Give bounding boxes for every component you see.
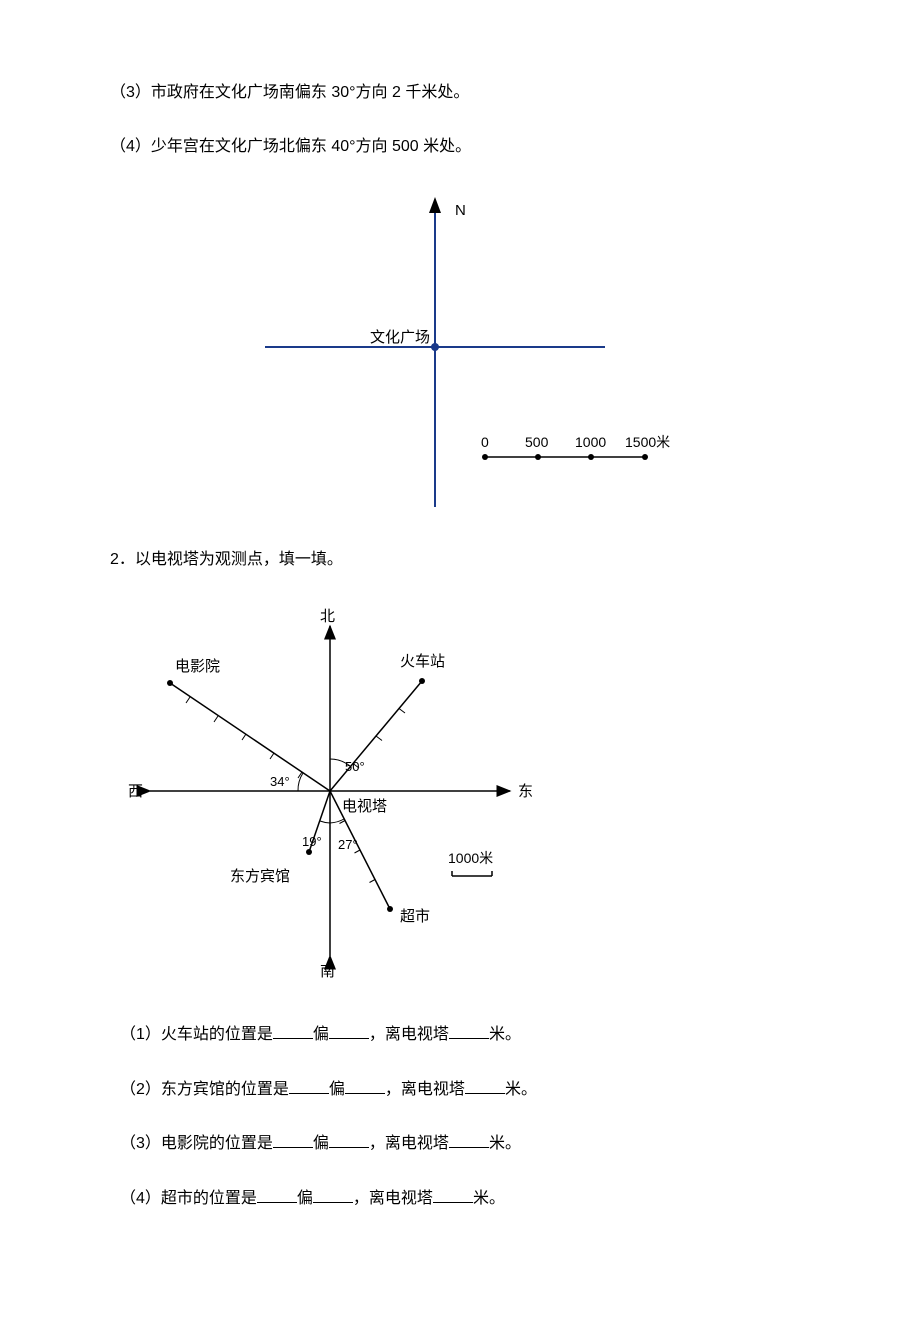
question-2-2: （2）东方宾馆的位置是 偏 ，离电视塔 米。 bbox=[120, 1076, 820, 1105]
problem-4-text: （4）少年宫在文化广场北偏东 40°方向 500 米处。 bbox=[110, 134, 820, 160]
cinema-label: 电影院 bbox=[175, 657, 220, 675]
scale-label-2: 1000米 bbox=[448, 850, 493, 866]
question-2-4: （4）超市的位置是 偏 ，离电视塔 米。 bbox=[120, 1185, 820, 1214]
q2-4-end2: 米。 bbox=[473, 1190, 505, 1207]
angle-50: 50° bbox=[345, 759, 365, 774]
q2-3-end1: ，离电视塔 bbox=[369, 1135, 449, 1152]
q2-2-pre: （2）东方宾馆的位置是 bbox=[120, 1081, 289, 1098]
culture-square-label: 文化广场 bbox=[370, 329, 430, 346]
blank bbox=[289, 1076, 329, 1094]
question-2-1: （1）火车站的位置是 偏 ，离电视塔 米。 bbox=[120, 1021, 820, 1050]
diagram-culture-square: N 文化广场 0 500 1000 1500米 bbox=[225, 187, 705, 507]
blank bbox=[273, 1021, 313, 1039]
scale-500: 500 bbox=[525, 434, 549, 450]
question-2-3: （3）电影院的位置是 偏 ，离电视塔 米。 bbox=[120, 1130, 820, 1159]
question-2-intro: 2．以电视塔为观测点，填一填。 bbox=[110, 547, 820, 573]
angle-34: 34° bbox=[270, 774, 290, 789]
q2-4-pre: （4）超市的位置是 bbox=[120, 1190, 257, 1207]
q2-2-mid: 偏 bbox=[329, 1081, 345, 1098]
north-label: N bbox=[455, 202, 466, 219]
hotel-label: 东方宾馆 bbox=[230, 868, 290, 885]
trainstation-label: 火车站 bbox=[400, 653, 445, 670]
q2-1-mid: 偏 bbox=[313, 1026, 329, 1043]
diagram-tv-tower: 北 南 东 西 电视塔 电影院 火车站 东方宾馆 超市 34° 50° 19° … bbox=[110, 601, 590, 981]
west-label: 西 bbox=[128, 783, 143, 800]
problem-3-text: （3）市政府在文化广场南偏东 30°方向 2 千米处。 bbox=[110, 80, 820, 106]
q2-1-end2: 米。 bbox=[489, 1026, 521, 1043]
blank bbox=[329, 1131, 369, 1149]
q2-3-mid: 偏 bbox=[313, 1135, 329, 1152]
east-label: 东 bbox=[518, 783, 533, 800]
q2-1-pre: （1）火车站的位置是 bbox=[120, 1026, 273, 1043]
blank bbox=[449, 1131, 489, 1149]
angle-27: 27° bbox=[338, 837, 358, 852]
angle-19: 19° bbox=[302, 834, 322, 849]
scale-1500: 1500米 bbox=[625, 434, 670, 450]
scale-1000: 1000 bbox=[575, 434, 606, 450]
q2-4-mid: 偏 bbox=[297, 1190, 313, 1207]
blank bbox=[313, 1186, 353, 1204]
blank bbox=[329, 1021, 369, 1039]
scale-0: 0 bbox=[481, 434, 489, 450]
south-label: 南 bbox=[320, 963, 335, 980]
blank bbox=[257, 1186, 297, 1204]
blank bbox=[345, 1076, 385, 1094]
north-label-2: 北 bbox=[320, 608, 335, 625]
q2-3-end2: 米。 bbox=[489, 1135, 521, 1152]
q2-2-end1: ，离电视塔 bbox=[385, 1081, 465, 1098]
tvtower-label: 电视塔 bbox=[342, 798, 387, 815]
q2-1-end1: ，离电视塔 bbox=[369, 1026, 449, 1043]
blank bbox=[465, 1076, 505, 1094]
blank bbox=[273, 1131, 313, 1149]
market-label: 超市 bbox=[400, 908, 430, 925]
q2-3-pre: （3）电影院的位置是 bbox=[120, 1135, 273, 1152]
blank bbox=[449, 1021, 489, 1039]
q2-2-end2: 米。 bbox=[505, 1081, 537, 1098]
q2-4-end1: ，离电视塔 bbox=[353, 1190, 433, 1207]
blank bbox=[433, 1186, 473, 1204]
